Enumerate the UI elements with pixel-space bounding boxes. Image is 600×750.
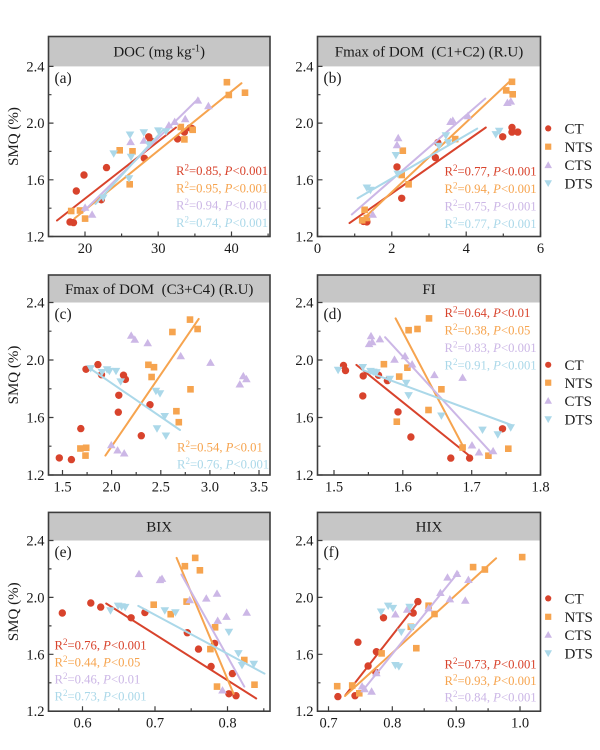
svg-text:0.8: 0.8	[218, 716, 236, 732]
svg-text:R2=0.38, P<0.05: R2=0.38, P<0.05	[445, 322, 531, 338]
svg-text:2.4: 2.4	[26, 534, 45, 550]
svg-text:CT: CT	[565, 358, 584, 374]
svg-text:2.4: 2.4	[295, 59, 314, 75]
svg-text:R2=0.94, P<0.001: R2=0.94, P<0.001	[445, 181, 537, 197]
svg-text:SMQ (%): SMQ (%)	[6, 107, 22, 166]
svg-text:1.2: 1.2	[26, 230, 44, 246]
svg-text:1.7: 1.7	[463, 480, 481, 496]
svg-text:DTS: DTS	[565, 177, 593, 193]
svg-text:1.6: 1.6	[394, 480, 412, 496]
svg-text:(a): (a)	[55, 70, 72, 87]
svg-text:CTS: CTS	[565, 394, 593, 410]
svg-text:0: 0	[314, 241, 321, 257]
svg-text:1.2: 1.2	[295, 468, 313, 484]
svg-text:HIX: HIX	[416, 520, 443, 536]
svg-text:2.0: 2.0	[26, 116, 44, 132]
svg-text:0.6: 0.6	[73, 716, 91, 732]
svg-text:CTS: CTS	[565, 158, 593, 174]
svg-text:1.2: 1.2	[295, 230, 313, 246]
svg-text:R2=0.73, P<0.001: R2=0.73, P<0.001	[55, 688, 147, 704]
svg-text:3.5: 3.5	[250, 480, 268, 496]
svg-text:2.4: 2.4	[26, 59, 45, 75]
svg-text:(f): (f)	[324, 544, 340, 561]
svg-text:CTS: CTS	[565, 628, 593, 644]
svg-text:SMQ (%): SMQ (%)	[6, 346, 22, 405]
svg-text:2.4: 2.4	[295, 534, 314, 550]
svg-text:(c): (c)	[55, 306, 72, 323]
svg-text:DTS: DTS	[565, 647, 593, 663]
svg-text:(e): (e)	[55, 544, 72, 561]
svg-text:1.2: 1.2	[26, 704, 44, 720]
svg-text:1.6: 1.6	[26, 173, 44, 189]
svg-text:2.0: 2.0	[295, 590, 313, 606]
svg-text:Fmax of DOM (C1+C2) (R.U): Fmax of DOM (C1+C2) (R.U)	[335, 45, 523, 61]
svg-text:0.7: 0.7	[319, 716, 337, 732]
svg-text:R2=0.74, P<0.001: R2=0.74, P<0.001	[176, 214, 268, 230]
svg-text:2.0: 2.0	[295, 116, 313, 132]
svg-text:R2=0.77, P<0.001: R2=0.77, P<0.001	[445, 163, 537, 179]
svg-text:40: 40	[224, 241, 239, 257]
svg-text:4: 4	[463, 241, 471, 257]
svg-text:R2=0.91, P<0.001: R2=0.91, P<0.001	[445, 357, 537, 373]
svg-text:2.0: 2.0	[103, 480, 121, 496]
svg-text:2: 2	[388, 241, 395, 257]
svg-text:1.6: 1.6	[295, 411, 313, 427]
svg-text:1.8: 1.8	[531, 480, 549, 496]
svg-text:1.2: 1.2	[26, 468, 44, 484]
svg-text:2.0: 2.0	[26, 353, 44, 369]
svg-text:6: 6	[537, 241, 544, 257]
svg-text:2.4: 2.4	[26, 296, 45, 312]
svg-text:0.8: 0.8	[383, 716, 401, 732]
svg-text:NTS: NTS	[565, 376, 593, 392]
svg-text:1.6: 1.6	[26, 647, 44, 663]
svg-text:2.4: 2.4	[295, 296, 314, 312]
svg-text:R2=0.64, P<0.01: R2=0.64, P<0.01	[445, 305, 531, 321]
svg-text:DTS: DTS	[565, 413, 593, 429]
svg-text:CT: CT	[565, 592, 584, 608]
svg-text:R2=0.75, P<0.001: R2=0.75, P<0.001	[445, 198, 537, 214]
svg-text:SMQ (%): SMQ (%)	[6, 582, 22, 641]
svg-text:FI: FI	[422, 282, 435, 298]
svg-text:R2=0.95, P<0.001: R2=0.95, P<0.001	[176, 180, 268, 196]
svg-text:2.5: 2.5	[152, 480, 170, 496]
svg-text:BIX: BIX	[146, 520, 172, 536]
svg-text:2.0: 2.0	[26, 590, 44, 606]
svg-text:0.7: 0.7	[146, 716, 164, 732]
svg-text:1.6: 1.6	[295, 647, 313, 663]
svg-text:Fmax of DOM (C3+C4) (R.U): Fmax of DOM (C3+C4) (R.U)	[65, 282, 253, 298]
svg-text:(b): (b)	[324, 70, 342, 87]
svg-text:R2=0.46, P<0.01: R2=0.46, P<0.01	[55, 671, 141, 687]
svg-text:1.5: 1.5	[325, 480, 343, 496]
svg-text:R2=0.85, P<0.001: R2=0.85, P<0.001	[176, 163, 268, 179]
svg-text:R2=0.77, P<0.001: R2=0.77, P<0.001	[445, 216, 537, 232]
svg-text:1.2: 1.2	[295, 704, 313, 720]
svg-text:R2=0.94, P<0.001: R2=0.94, P<0.001	[176, 197, 268, 213]
svg-text:R2=0.44, P<0.05: R2=0.44, P<0.05	[55, 654, 141, 670]
svg-text:0.9: 0.9	[447, 716, 465, 732]
svg-text:1.0: 1.0	[511, 716, 529, 732]
svg-text:R2=0.83, P<0.001: R2=0.83, P<0.001	[445, 340, 537, 356]
svg-text:R2=0.76, P<0.001: R2=0.76, P<0.001	[177, 456, 269, 472]
svg-text:1.5: 1.5	[53, 480, 71, 496]
svg-text:2.0: 2.0	[295, 353, 313, 369]
svg-text:R2=0.84, P<0.001: R2=0.84, P<0.001	[445, 689, 537, 705]
svg-text:R2=0.54, P<0.01: R2=0.54, P<0.01	[177, 439, 263, 455]
svg-text:30: 30	[151, 241, 166, 257]
svg-text:R2=0.76, P<0.001: R2=0.76, P<0.001	[55, 637, 147, 653]
svg-text:20: 20	[78, 241, 93, 257]
svg-text:R2=0.73, P<0.001: R2=0.73, P<0.001	[445, 656, 537, 672]
svg-text:(d): (d)	[324, 306, 342, 323]
svg-text:NTS: NTS	[565, 140, 593, 156]
svg-text:1.6: 1.6	[26, 411, 44, 427]
svg-text:R2=0.93, P<0.001: R2=0.93, P<0.001	[445, 673, 537, 689]
svg-text:DOC (mg kg-1): DOC (mg kg-1)	[113, 44, 205, 61]
svg-text:3.0: 3.0	[201, 480, 219, 496]
svg-text:CT: CT	[565, 122, 584, 138]
svg-text:NTS: NTS	[565, 610, 593, 626]
svg-text:1.6: 1.6	[295, 173, 313, 189]
